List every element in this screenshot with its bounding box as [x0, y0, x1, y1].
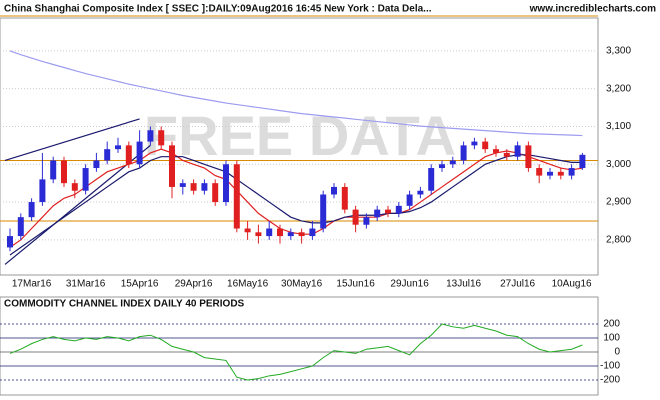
price-panel: [0, 17, 599, 276]
candle-body: [115, 145, 121, 150]
moving-average: [9, 154, 583, 256]
candle-body: [287, 232, 294, 237]
cci-title: COMMODITY CHANNEL INDEX DAILY 40 PERIODS: [4, 299, 245, 310]
y-tick-label: 3,100: [606, 121, 631, 132]
trendline: [4, 118, 140, 162]
moving-average: [9, 148, 583, 248]
y-tick-label: -100: [600, 361, 620, 372]
x-tick-label: 10Aug16: [552, 279, 592, 290]
candle-body: [331, 186, 337, 195]
y-tick-label: 100: [603, 333, 620, 344]
candle-body: [471, 141, 478, 146]
candle-body: [104, 149, 111, 161]
candle-body: [71, 183, 78, 191]
cci-panel: [0, 296, 599, 396]
x-tick-label: 15Apr16: [121, 279, 159, 290]
candle-body: [17, 217, 24, 237]
candle-body: [7, 236, 13, 248]
candle-body: [212, 183, 219, 203]
candle-body: [363, 217, 370, 225]
x-tick-label: 29Jun16: [390, 279, 429, 290]
candle-body: [158, 130, 165, 146]
candle-body: [277, 228, 283, 237]
candle-body: [406, 194, 413, 206]
source: www.incrediblecharts.com: [529, 4, 656, 15]
y-tick-label: 3,200: [606, 83, 631, 94]
x-tick-label: 27Jul16: [500, 279, 535, 290]
x-tick-label: 15Jun16: [336, 279, 375, 290]
y-tick-label: 200: [603, 319, 620, 330]
candle-body: [136, 141, 143, 165]
candle-body: [39, 179, 46, 203]
candle-body: [385, 209, 391, 214]
watermark: FREE DATA: [144, 104, 456, 167]
x-tick-label: 29Apr16: [175, 279, 213, 290]
candle-body: [169, 145, 175, 187]
x-tick-label: 30May16: [281, 279, 323, 290]
candle-body: [266, 228, 273, 237]
candle-body: [147, 130, 154, 142]
x-tick-label: 17Mar16: [12, 279, 52, 290]
candle-body: [341, 186, 348, 210]
candle-body: [568, 168, 575, 176]
candle-body: [190, 183, 197, 191]
candle-body: [61, 160, 67, 184]
candle-body: [179, 183, 186, 187]
candle-body: [428, 168, 435, 191]
candle-body: [233, 164, 240, 229]
candle-body: [449, 160, 456, 165]
candle-body: [298, 232, 305, 237]
y-tick-label: 3,300: [606, 46, 631, 57]
candle-body: [514, 145, 521, 157]
candle-body: [493, 149, 499, 153]
candle-body: [50, 160, 57, 180]
x-tick-label: 16May16: [227, 279, 269, 290]
y-tick-label: 2,900: [606, 197, 631, 208]
candle-body: [536, 168, 543, 176]
x-tick-label: 13Jul16: [446, 279, 481, 290]
candle-body: [460, 145, 467, 161]
candle-body: [320, 194, 327, 229]
candle-body: [82, 168, 89, 191]
candle-body: [439, 164, 445, 169]
y-tick-label: 3,000: [606, 159, 631, 170]
y-tick-label: 0: [614, 347, 620, 358]
cci-line: [9, 323, 583, 381]
candle-body: [482, 141, 489, 150]
x-tick-label: 31Mar16: [66, 279, 106, 290]
candle-body: [374, 209, 381, 218]
candle-body: [395, 205, 402, 214]
candle-body: [503, 152, 510, 157]
candle-body: [125, 145, 132, 165]
candle-body: [223, 164, 229, 203]
candle-body: [244, 228, 251, 233]
candle-body: [255, 232, 262, 237]
y-tick-label: -200: [600, 375, 620, 386]
candle-body: [525, 145, 532, 169]
candle-body: [93, 160, 100, 169]
moving-average: [9, 50, 583, 137]
candle-body: [201, 183, 208, 191]
candle-body: [547, 171, 553, 176]
chart-title: China Shanghai Composite Index [ SSEC ]:…: [4, 4, 432, 15]
candle-body: [309, 228, 316, 237]
candle-body: [352, 209, 359, 225]
candle-body: [557, 171, 564, 176]
candle-body: [417, 190, 424, 195]
candle-body: [28, 202, 35, 218]
candle-body: [579, 154, 586, 169]
y-tick-label: 2,800: [606, 234, 631, 245]
